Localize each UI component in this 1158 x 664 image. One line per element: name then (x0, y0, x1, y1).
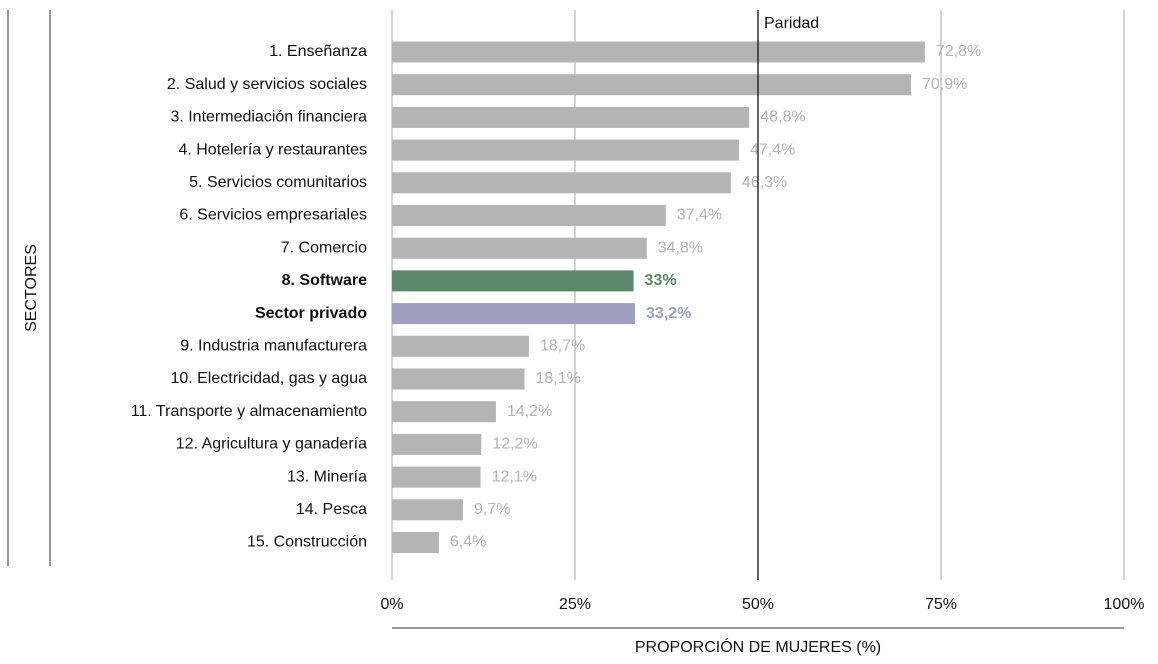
value-label: 6,4% (450, 534, 486, 551)
y-tick-label: 7. Comercio (281, 239, 367, 256)
x-axis-label: PROPORCIÓN DE MUJERES (%) (635, 637, 881, 656)
value-label: 14,2% (507, 403, 552, 420)
bar (392, 433, 482, 455)
bar (392, 139, 739, 161)
value-label: 46,3% (742, 174, 787, 191)
bar (392, 270, 634, 292)
bar (392, 74, 911, 96)
bar (392, 532, 439, 553)
bar (392, 368, 525, 390)
y-tick-label: 14. Pesca (296, 501, 367, 518)
bar (392, 172, 731, 194)
bar (392, 466, 481, 488)
value-label: 12,2% (492, 436, 537, 453)
y-tick-label: 3. Intermediación financiera (170, 109, 367, 126)
y-tick-label: 9. Industria manufacturera (180, 338, 367, 355)
value-label: 9,7% (474, 501, 510, 518)
reference-label: Paridad (764, 15, 819, 32)
x-tick-label: 100% (1104, 596, 1145, 613)
value-label: 33% (645, 272, 677, 289)
bar (392, 335, 529, 357)
y-tick-label: 13. Minería (287, 468, 367, 485)
y-tick-label: 11. Transporte y almacenamiento (131, 403, 367, 420)
bar (392, 401, 496, 423)
value-label: 70,9% (922, 76, 967, 93)
y-tick-label: 5. Servicios comunitarios (189, 174, 367, 191)
value-label: 34,8% (658, 239, 703, 256)
bar (392, 237, 647, 259)
value-label: 12,1% (492, 468, 537, 485)
bar (392, 303, 636, 325)
value-label: 48,8% (760, 109, 805, 126)
y-tick-label: 12. Agricultura y ganadería (176, 436, 367, 453)
y-tick-label: 8. Software (282, 272, 367, 289)
value-label: 18,1% (535, 370, 580, 387)
y-tick-label: 6. Servicios empresariales (179, 207, 367, 224)
bar (392, 41, 925, 63)
x-tick-label: 25% (559, 596, 591, 613)
y-tick-label: 4. Hotelería y restaurantes (178, 141, 367, 158)
value-label: 18,7% (540, 338, 585, 355)
y-tick-label: 2. Salud y servicios sociales (167, 76, 367, 93)
y-axis-label: SECTORES (23, 244, 40, 332)
y-tick-label: 10. Electricidad, gas y agua (170, 370, 367, 387)
x-tick-label: 50% (742, 596, 774, 613)
x-tick-label: 75% (925, 596, 957, 613)
bar (392, 499, 464, 521)
value-label: 72,8% (936, 43, 981, 60)
y-tick-label: 15. Construcción (247, 534, 367, 551)
bar (392, 106, 750, 128)
y-tick-label: Sector privado (255, 305, 367, 322)
value-label: 33,2% (646, 305, 691, 322)
y-tick-label: 1. Enseñanza (269, 43, 367, 60)
bar (392, 205, 666, 226)
x-tick-label: 0% (380, 596, 403, 613)
value-label: 37,4% (677, 207, 722, 224)
value-label: 47,4% (750, 141, 795, 158)
